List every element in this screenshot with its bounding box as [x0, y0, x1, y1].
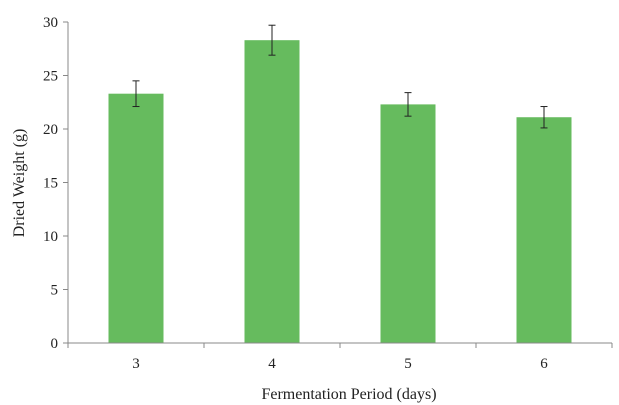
y-tick-label: 30 — [43, 15, 58, 31]
y-tick-label: 5 — [51, 283, 59, 299]
bar — [245, 40, 300, 343]
x-axis-title: Fermentation Period (days) — [261, 386, 436, 403]
error-bars — [133, 25, 548, 128]
bar — [517, 117, 572, 343]
y-tick-label: 15 — [43, 176, 58, 192]
y-axis-title: Dried Weight (g) — [11, 129, 28, 238]
x-tick-label: 6 — [540, 356, 548, 372]
x-tick-label: 3 — [132, 356, 140, 372]
x-tick-label: 4 — [268, 356, 276, 372]
y-tick-label: 0 — [51, 336, 59, 352]
y-tick-label: 10 — [43, 229, 58, 245]
y-tick-label: 20 — [43, 122, 58, 138]
bar — [381, 104, 436, 343]
bar — [109, 94, 164, 343]
bars — [109, 40, 572, 343]
x-tick-label: 5 — [404, 356, 412, 372]
x-axis-ticks: 3 4 5 6 — [68, 343, 612, 372]
y-axis-ticks: 0 5 10 15 20 25 30 — [43, 15, 68, 352]
y-tick-label: 25 — [43, 69, 58, 85]
